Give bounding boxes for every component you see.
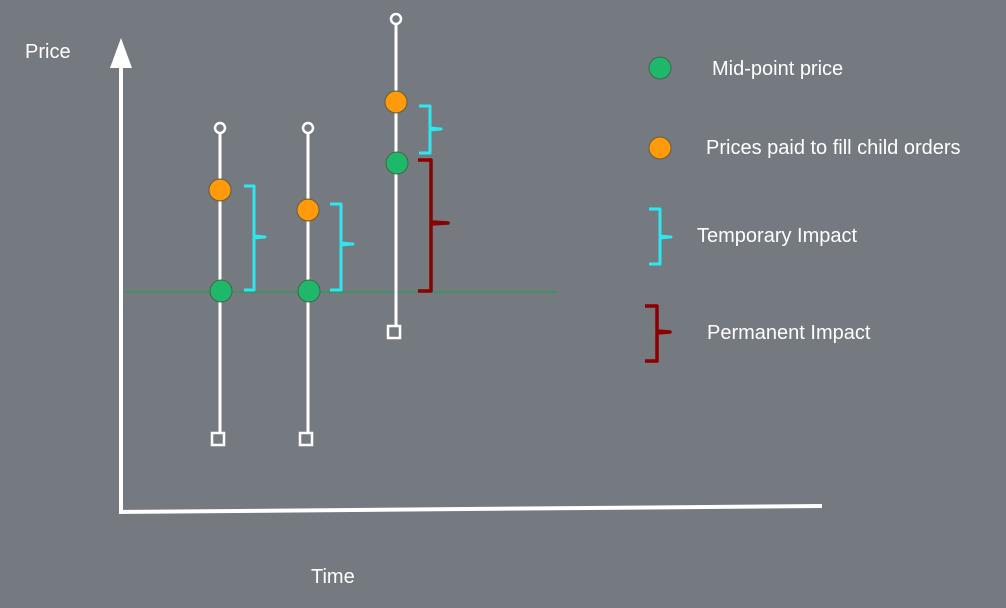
price-bar-1 <box>208 121 233 447</box>
low-marker <box>210 431 226 447</box>
legend-temporary-impact-brace-icon <box>649 207 673 266</box>
legend-permanent-impact-brace-icon <box>645 304 672 363</box>
temporary-impact-brace-2 <box>330 202 355 292</box>
price-bar-3 <box>384 12 409 340</box>
paid-price-dot <box>384 90 408 114</box>
y-axis-label: Price <box>25 41 71 63</box>
legend-mid-point-marker <box>648 56 672 80</box>
high-marker <box>389 12 403 26</box>
mid-point-dot <box>209 279 233 303</box>
temporary-impact-brace-3 <box>419 104 443 155</box>
x-axis <box>118 504 823 514</box>
x-axis-label: Time <box>311 566 355 588</box>
y-axis-arrow-icon <box>110 38 132 68</box>
mid-point-dot <box>385 151 409 175</box>
paid-price-dot <box>296 198 320 222</box>
low-marker <box>386 324 402 340</box>
paid-price-dot <box>208 178 232 202</box>
legend-label-mid-point: Mid-point price <box>712 58 844 80</box>
legend-label-paid-price: Prices paid to fill child orders <box>706 137 961 159</box>
high-marker <box>213 121 227 135</box>
price-bar-2 <box>296 121 321 447</box>
legend-paid-price-marker <box>648 136 672 160</box>
legend-label-temporary-impact: Temporary Impact <box>697 225 858 247</box>
temporary-impact-brace-1 <box>244 184 267 292</box>
low-marker <box>298 431 314 447</box>
mid-point-dot <box>297 279 321 303</box>
legend-label-permanent-impact: Permanent Impact <box>707 322 871 344</box>
permanent-impact-brace <box>418 158 450 293</box>
high-marker <box>301 121 315 135</box>
